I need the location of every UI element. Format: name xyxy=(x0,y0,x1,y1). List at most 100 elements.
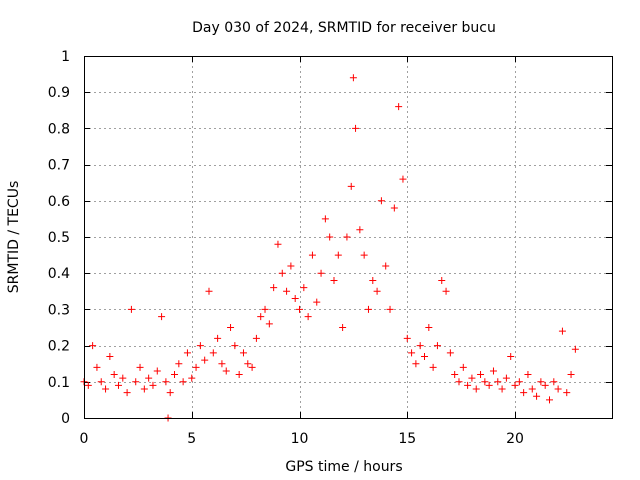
data-point xyxy=(507,352,515,360)
data-point xyxy=(153,367,161,375)
data-point xyxy=(546,396,554,404)
data-point xyxy=(390,204,398,212)
data-point xyxy=(403,334,411,342)
data-point xyxy=(360,251,368,259)
data-point xyxy=(330,276,338,284)
data-point xyxy=(308,251,316,259)
data-point xyxy=(472,385,480,393)
data-point xyxy=(231,342,239,350)
x-tick-label: 10 xyxy=(291,431,309,447)
data-point xyxy=(494,378,502,386)
data-point xyxy=(356,226,364,234)
data-point xyxy=(214,334,222,342)
data-point xyxy=(274,240,282,248)
data-point xyxy=(416,342,424,350)
data-point xyxy=(541,381,549,389)
y-tick-label: 1 xyxy=(61,49,70,65)
data-point xyxy=(386,305,394,313)
data-point xyxy=(270,284,278,292)
data-point xyxy=(485,381,493,389)
data-point xyxy=(343,233,351,241)
data-point xyxy=(179,378,187,386)
data-point xyxy=(192,363,200,371)
data-point xyxy=(524,371,532,379)
data-point xyxy=(171,371,179,379)
y-tick-label: 0.5 xyxy=(48,230,70,246)
data-point xyxy=(162,378,170,386)
data-point xyxy=(239,349,247,357)
data-point xyxy=(97,378,105,386)
data-point xyxy=(175,360,183,368)
data-point xyxy=(421,352,429,360)
y-tick-label: 0.4 xyxy=(48,266,70,282)
y-tick-label: 0.9 xyxy=(48,85,70,101)
chart-title: Day 030 of 2024, SRMTID for receiver buc… xyxy=(192,20,496,36)
data-point xyxy=(84,381,92,389)
data-point xyxy=(395,103,403,111)
data-point xyxy=(149,381,157,389)
data-point xyxy=(304,313,312,321)
data-point xyxy=(489,367,497,375)
data-point xyxy=(425,324,433,331)
data-point xyxy=(196,342,204,350)
data-point xyxy=(515,378,523,386)
data-point xyxy=(399,175,407,183)
x-tick-labels: 0 5 10 15 20 xyxy=(80,431,524,447)
data-point xyxy=(550,378,558,386)
data-point xyxy=(145,374,153,382)
y-tick-label: 0.8 xyxy=(48,121,70,137)
data-point xyxy=(201,356,209,364)
data-point xyxy=(464,381,472,389)
data-point xyxy=(442,287,450,295)
data-point xyxy=(218,360,226,368)
data-point xyxy=(248,363,256,371)
x-axis-title: GPS time / hours xyxy=(285,459,402,475)
plot-frame xyxy=(84,56,613,419)
data-point xyxy=(511,381,519,389)
y-tick-label: 0.2 xyxy=(48,339,70,355)
data-point xyxy=(89,342,97,350)
data-point xyxy=(205,287,213,295)
x-tick-label: 5 xyxy=(187,431,196,447)
data-point xyxy=(106,352,114,360)
data-point xyxy=(252,334,260,342)
data-point xyxy=(119,374,127,382)
data-point xyxy=(339,324,347,331)
data-point xyxy=(451,371,459,379)
data-point xyxy=(158,313,166,321)
data-point xyxy=(127,305,135,313)
y-tick-label: 0.7 xyxy=(48,158,70,174)
data-point xyxy=(132,378,140,386)
data-point xyxy=(140,385,148,393)
data-point xyxy=(209,349,217,357)
data-point xyxy=(326,233,334,241)
data-point xyxy=(136,363,144,371)
data-point xyxy=(567,371,575,379)
data-point xyxy=(283,287,291,295)
data-point xyxy=(481,378,489,386)
data-point xyxy=(166,389,174,397)
data-point xyxy=(227,324,235,331)
data-point xyxy=(369,276,377,284)
y-tick-labels: 0 0.1 0.2 0.3 0.4 0.5 0.6 0.7 0.8 0.9 1 xyxy=(48,49,70,427)
data-point xyxy=(498,385,506,393)
data-point xyxy=(317,269,325,277)
data-point xyxy=(364,305,372,313)
data-point xyxy=(287,262,295,270)
data-point xyxy=(558,327,566,335)
data-point xyxy=(377,197,385,205)
data-point xyxy=(334,251,342,259)
data-point xyxy=(533,392,541,400)
data-point xyxy=(520,389,528,397)
y-tick-label: 0.3 xyxy=(48,302,70,318)
data-point xyxy=(554,385,562,393)
data-point xyxy=(123,389,131,397)
data-point xyxy=(235,371,243,379)
data-point xyxy=(278,269,286,277)
grid xyxy=(84,56,612,418)
data-point xyxy=(455,378,463,386)
x-tick-label: 15 xyxy=(398,431,416,447)
data-point xyxy=(502,374,510,382)
data-point xyxy=(291,295,299,303)
